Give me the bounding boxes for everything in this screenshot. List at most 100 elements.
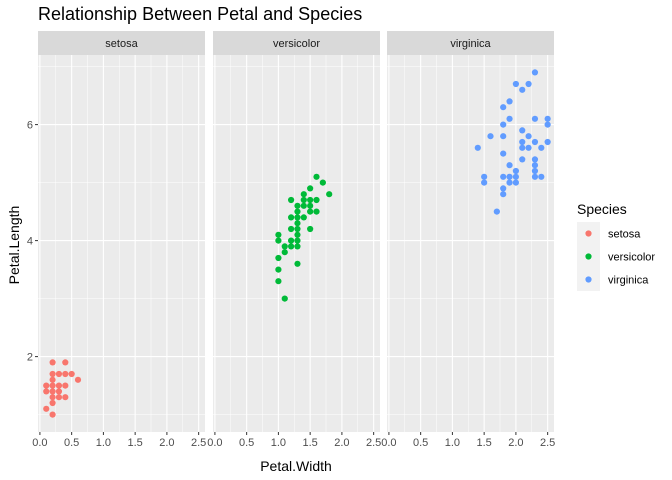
data-point-versicolor	[300, 214, 307, 221]
x-tick-label: 1.0	[445, 437, 460, 449]
x-tick-label: 0.0	[207, 437, 222, 449]
facet-panel-versicolor: versicolor 0.0 0.5 1.0 1.5 2.0 2.5	[207, 31, 381, 449]
x-axis-title: Petal.Width	[260, 458, 332, 474]
data-point-virginica	[500, 133, 507, 140]
data-point-setosa	[49, 388, 56, 395]
data-point-setosa	[62, 394, 69, 401]
data-point-virginica	[512, 80, 520, 88]
data-point-virginica	[500, 104, 507, 111]
data-point-virginica	[531, 162, 539, 169]
data-point-versicolor	[294, 231, 301, 238]
x-tick-label: 1.5	[477, 437, 492, 449]
x-tick-label: 0.5	[413, 437, 428, 449]
data-point-versicolor	[275, 254, 282, 262]
data-point-versicolor	[307, 225, 314, 233]
facet-panel-virginica: virginica 0.0 0.5 1.0 1.5 2.0 2.5	[381, 31, 555, 449]
data-point-versicolor	[313, 208, 320, 215]
data-point-virginica	[500, 185, 507, 192]
data-point-setosa	[74, 376, 82, 383]
data-point-virginica	[474, 144, 481, 151]
data-point-setosa	[49, 394, 56, 401]
data-point-setosa	[49, 376, 56, 383]
x-tick-label: 2.5	[366, 437, 381, 449]
facet-panels: setosa 0.0 0.5 1.0 1.5 2.0 2.5 versicolor 0.0 0.5…	[27, 31, 555, 449]
data-point-virginica	[500, 191, 507, 198]
data-point-setosa	[62, 370, 69, 378]
data-point-setosa	[43, 388, 50, 395]
data-point-virginica	[512, 179, 520, 186]
data-point-virginica	[531, 138, 539, 146]
data-point-setosa	[49, 399, 56, 407]
legend-swatch-virginica	[585, 276, 592, 283]
data-point-versicolor	[294, 237, 301, 244]
data-point-versicolor	[313, 173, 320, 180]
data-point-virginica	[493, 208, 500, 215]
data-point-virginica	[538, 173, 545, 180]
data-point-setosa	[68, 370, 75, 378]
data-point-virginica	[519, 138, 526, 146]
y-axis-title: Petal.Length	[6, 206, 22, 285]
data-point-versicolor	[294, 225, 301, 233]
data-point-versicolor	[307, 202, 314, 209]
data-point-versicolor	[294, 214, 301, 221]
data-point-virginica	[519, 144, 526, 151]
data-point-versicolor	[294, 243, 301, 250]
data-point-virginica	[525, 133, 532, 140]
legend-label-versicolor: versicolor	[608, 252, 655, 264]
data-point-virginica	[506, 98, 513, 105]
data-point-setosa	[55, 370, 63, 378]
data-point-setosa	[49, 370, 56, 378]
data-point-virginica	[531, 167, 539, 175]
facet-strip-label: virginica	[450, 38, 491, 50]
x-tick-label: 0.0	[32, 437, 47, 449]
data-point-virginica	[519, 156, 526, 163]
legend-title: Species	[577, 201, 627, 217]
x-tick-label: 2.0	[334, 437, 349, 449]
data-point-versicolor	[275, 231, 282, 238]
data-point-versicolor	[281, 243, 288, 250]
data-point-setosa	[62, 382, 69, 389]
data-point-versicolor	[281, 249, 288, 256]
facet-strip-label: versicolor	[273, 38, 320, 50]
facet-strip-label: setosa	[105, 38, 138, 50]
data-point-versicolor	[307, 196, 314, 204]
chart-title: Relationship Between Petal and Species	[38, 4, 362, 24]
data-point-virginica	[538, 144, 545, 151]
data-point-versicolor	[300, 202, 307, 209]
data-point-setosa	[55, 382, 63, 389]
legend: Species setosa versicolor virginica	[577, 201, 655, 291]
x-tick-label: 2.5	[540, 437, 555, 449]
data-point-versicolor	[319, 179, 326, 186]
data-point-versicolor	[275, 278, 282, 285]
data-point-versicolor	[275, 266, 282, 273]
x-tick-label: 0.0	[381, 437, 396, 449]
x-tick-label: 1.5	[128, 437, 143, 449]
data-point-setosa	[62, 359, 69, 366]
data-point-versicolor	[294, 202, 301, 209]
x-tick-label: 1.0	[96, 437, 111, 449]
data-point-virginica	[481, 173, 488, 180]
x-tick-label: 2.0	[508, 437, 523, 449]
data-point-versicolor	[288, 243, 295, 250]
x-tick-label: 1.5	[303, 437, 318, 449]
data-point-virginica	[531, 69, 539, 76]
x-tick-label: 2.5	[191, 437, 206, 449]
x-tick-label: 1.0	[271, 437, 286, 449]
data-point-virginica	[512, 167, 520, 175]
x-tick-label: 0.5	[64, 437, 79, 449]
data-point-versicolor	[300, 196, 307, 204]
legend-swatch-versicolor	[585, 253, 592, 260]
data-point-versicolor	[326, 191, 333, 198]
data-point-virginica	[506, 173, 513, 180]
data-point-virginica	[531, 156, 539, 163]
facet-strip	[387, 31, 554, 55]
facet-panel-setosa: setosa 0.0 0.5 1.0 1.5 2.0 2.5	[32, 31, 206, 449]
data-point-versicolor	[288, 196, 295, 204]
data-point-versicolor	[294, 208, 301, 215]
data-point-virginica	[506, 115, 513, 122]
x-tick-label: 0.5	[239, 437, 254, 449]
panel-background	[387, 55, 554, 432]
data-point-virginica	[531, 115, 539, 122]
data-point-setosa	[43, 405, 50, 412]
